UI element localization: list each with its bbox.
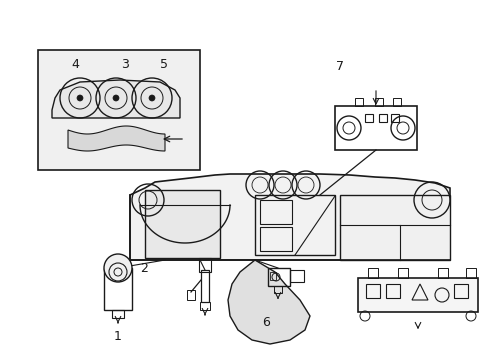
Bar	[465, 268, 475, 278]
Bar	[397, 268, 407, 278]
Text: 5: 5	[160, 58, 167, 71]
Bar	[200, 302, 209, 310]
Bar	[378, 114, 386, 122]
Bar	[260, 227, 291, 251]
Bar	[112, 310, 124, 318]
Bar	[364, 114, 372, 122]
Text: 7: 7	[335, 60, 343, 73]
Circle shape	[149, 95, 155, 101]
Bar	[269, 272, 275, 280]
Bar	[254, 195, 334, 255]
Bar	[267, 268, 289, 286]
Bar	[365, 284, 379, 298]
Bar	[357, 278, 477, 312]
Bar	[334, 106, 416, 150]
Polygon shape	[52, 80, 180, 118]
Bar	[385, 284, 399, 298]
Bar	[260, 200, 291, 224]
Bar	[392, 98, 400, 106]
Text: 1: 1	[113, 330, 121, 343]
Bar	[38, 50, 200, 170]
Text: 6: 6	[262, 316, 270, 329]
Polygon shape	[227, 260, 309, 344]
Bar	[390, 114, 398, 122]
Polygon shape	[68, 126, 164, 151]
Bar	[339, 195, 449, 260]
Bar	[145, 190, 220, 258]
Bar	[453, 284, 467, 298]
Circle shape	[104, 254, 132, 282]
Circle shape	[113, 95, 119, 101]
Bar	[437, 268, 447, 278]
Bar	[289, 270, 304, 282]
Bar	[104, 268, 132, 310]
Text: 3: 3	[121, 58, 128, 71]
Bar	[367, 268, 377, 278]
Bar	[201, 270, 208, 302]
Text: 2: 2	[140, 262, 148, 275]
Bar	[273, 286, 282, 293]
Polygon shape	[130, 174, 449, 260]
Circle shape	[77, 95, 83, 101]
Bar	[199, 258, 210, 272]
Bar	[374, 98, 382, 106]
Bar	[186, 290, 195, 300]
Text: 4: 4	[72, 58, 80, 71]
Bar	[354, 98, 362, 106]
